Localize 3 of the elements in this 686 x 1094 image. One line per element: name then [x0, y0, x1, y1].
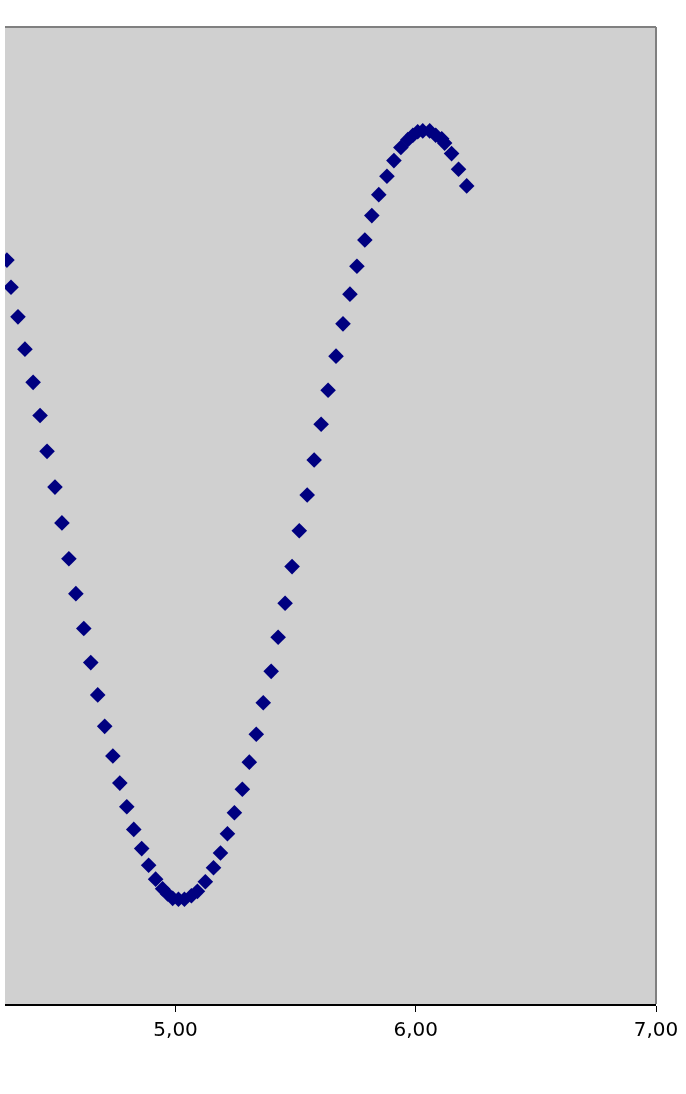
x-tick-label: 6,00	[393, 1016, 439, 1041]
x-tick-label: 5,00	[153, 1016, 198, 1041]
x-tick-label: 7,00	[633, 1016, 679, 1041]
